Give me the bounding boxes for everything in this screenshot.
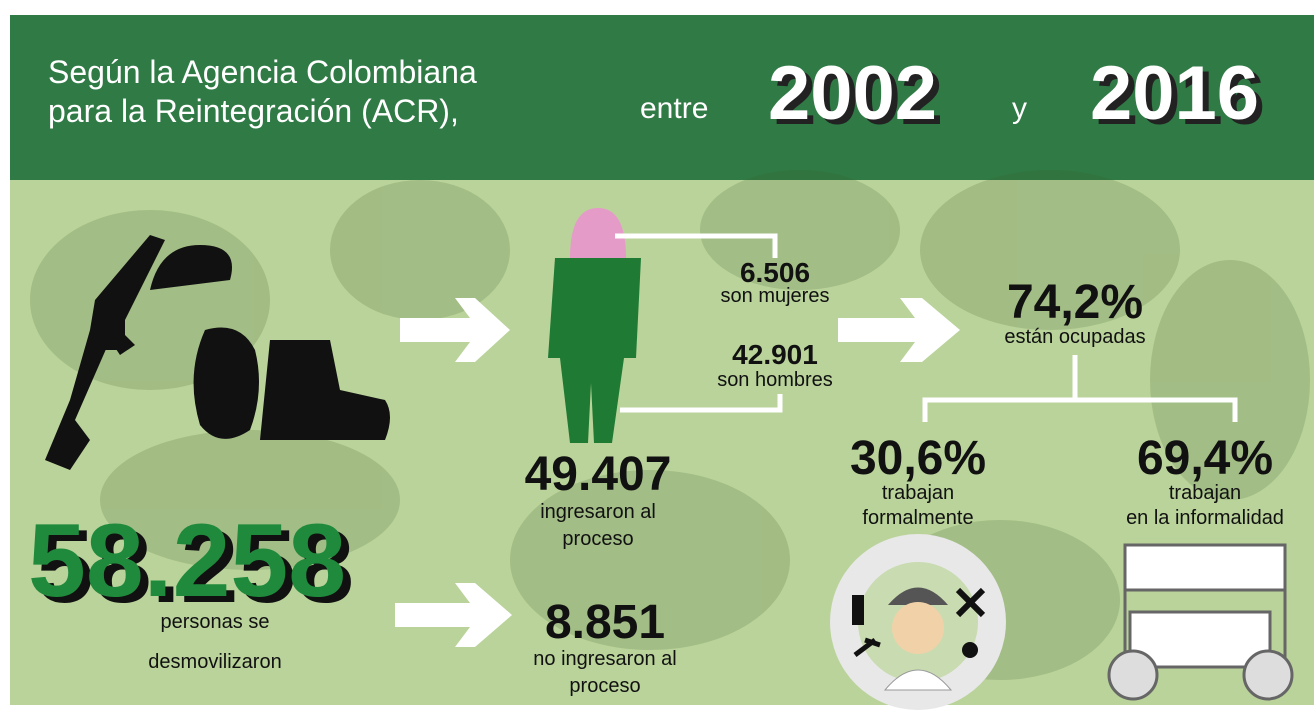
header-between: entre (640, 92, 708, 125)
informal-number: 69,4% (1137, 432, 1273, 485)
women-number: 6.506 (740, 257, 810, 288)
start-year: 2002 (768, 51, 937, 136)
demobilized-label: desmovilizaron (148, 651, 281, 673)
not-entered-number: 8.851 (545, 596, 665, 649)
infographic: Según la Agencia Colombiana para la Rein… (0, 0, 1314, 715)
worker-icon (830, 534, 1006, 710)
informal-label: trabajan (1169, 482, 1241, 504)
employed-label: están ocupadas (1004, 326, 1145, 348)
entered-label: proceso (562, 528, 633, 550)
header-intro: Según la Agencia Colombiana (48, 54, 477, 90)
not-entered-label: no ingresaron al (533, 648, 676, 670)
men-label: son hombres (717, 369, 833, 391)
formal-number: 30,6% (850, 432, 986, 485)
men-number: 42.901 (732, 339, 818, 370)
demobilized-number: 58.258 (28, 503, 346, 619)
women-label: son mujeres (721, 285, 830, 307)
entered-number: 49.407 (525, 448, 672, 501)
page: Según la Agencia Colombiana para la Rein… (0, 0, 1314, 715)
end-year: 2016 (1090, 51, 1259, 136)
header-intro: para la Reintegración (ACR), (48, 93, 459, 129)
formal-label: trabajan (882, 482, 954, 504)
not-entered-label: proceso (569, 675, 640, 697)
demobilized-label: personas se (161, 611, 270, 633)
informal-label: en la informalidad (1126, 507, 1284, 529)
employed-number: 74,2% (1007, 276, 1143, 329)
formal-label: formalmente (862, 507, 973, 529)
entered-label: ingresaron al (540, 501, 656, 523)
header-and: y (1012, 92, 1027, 125)
